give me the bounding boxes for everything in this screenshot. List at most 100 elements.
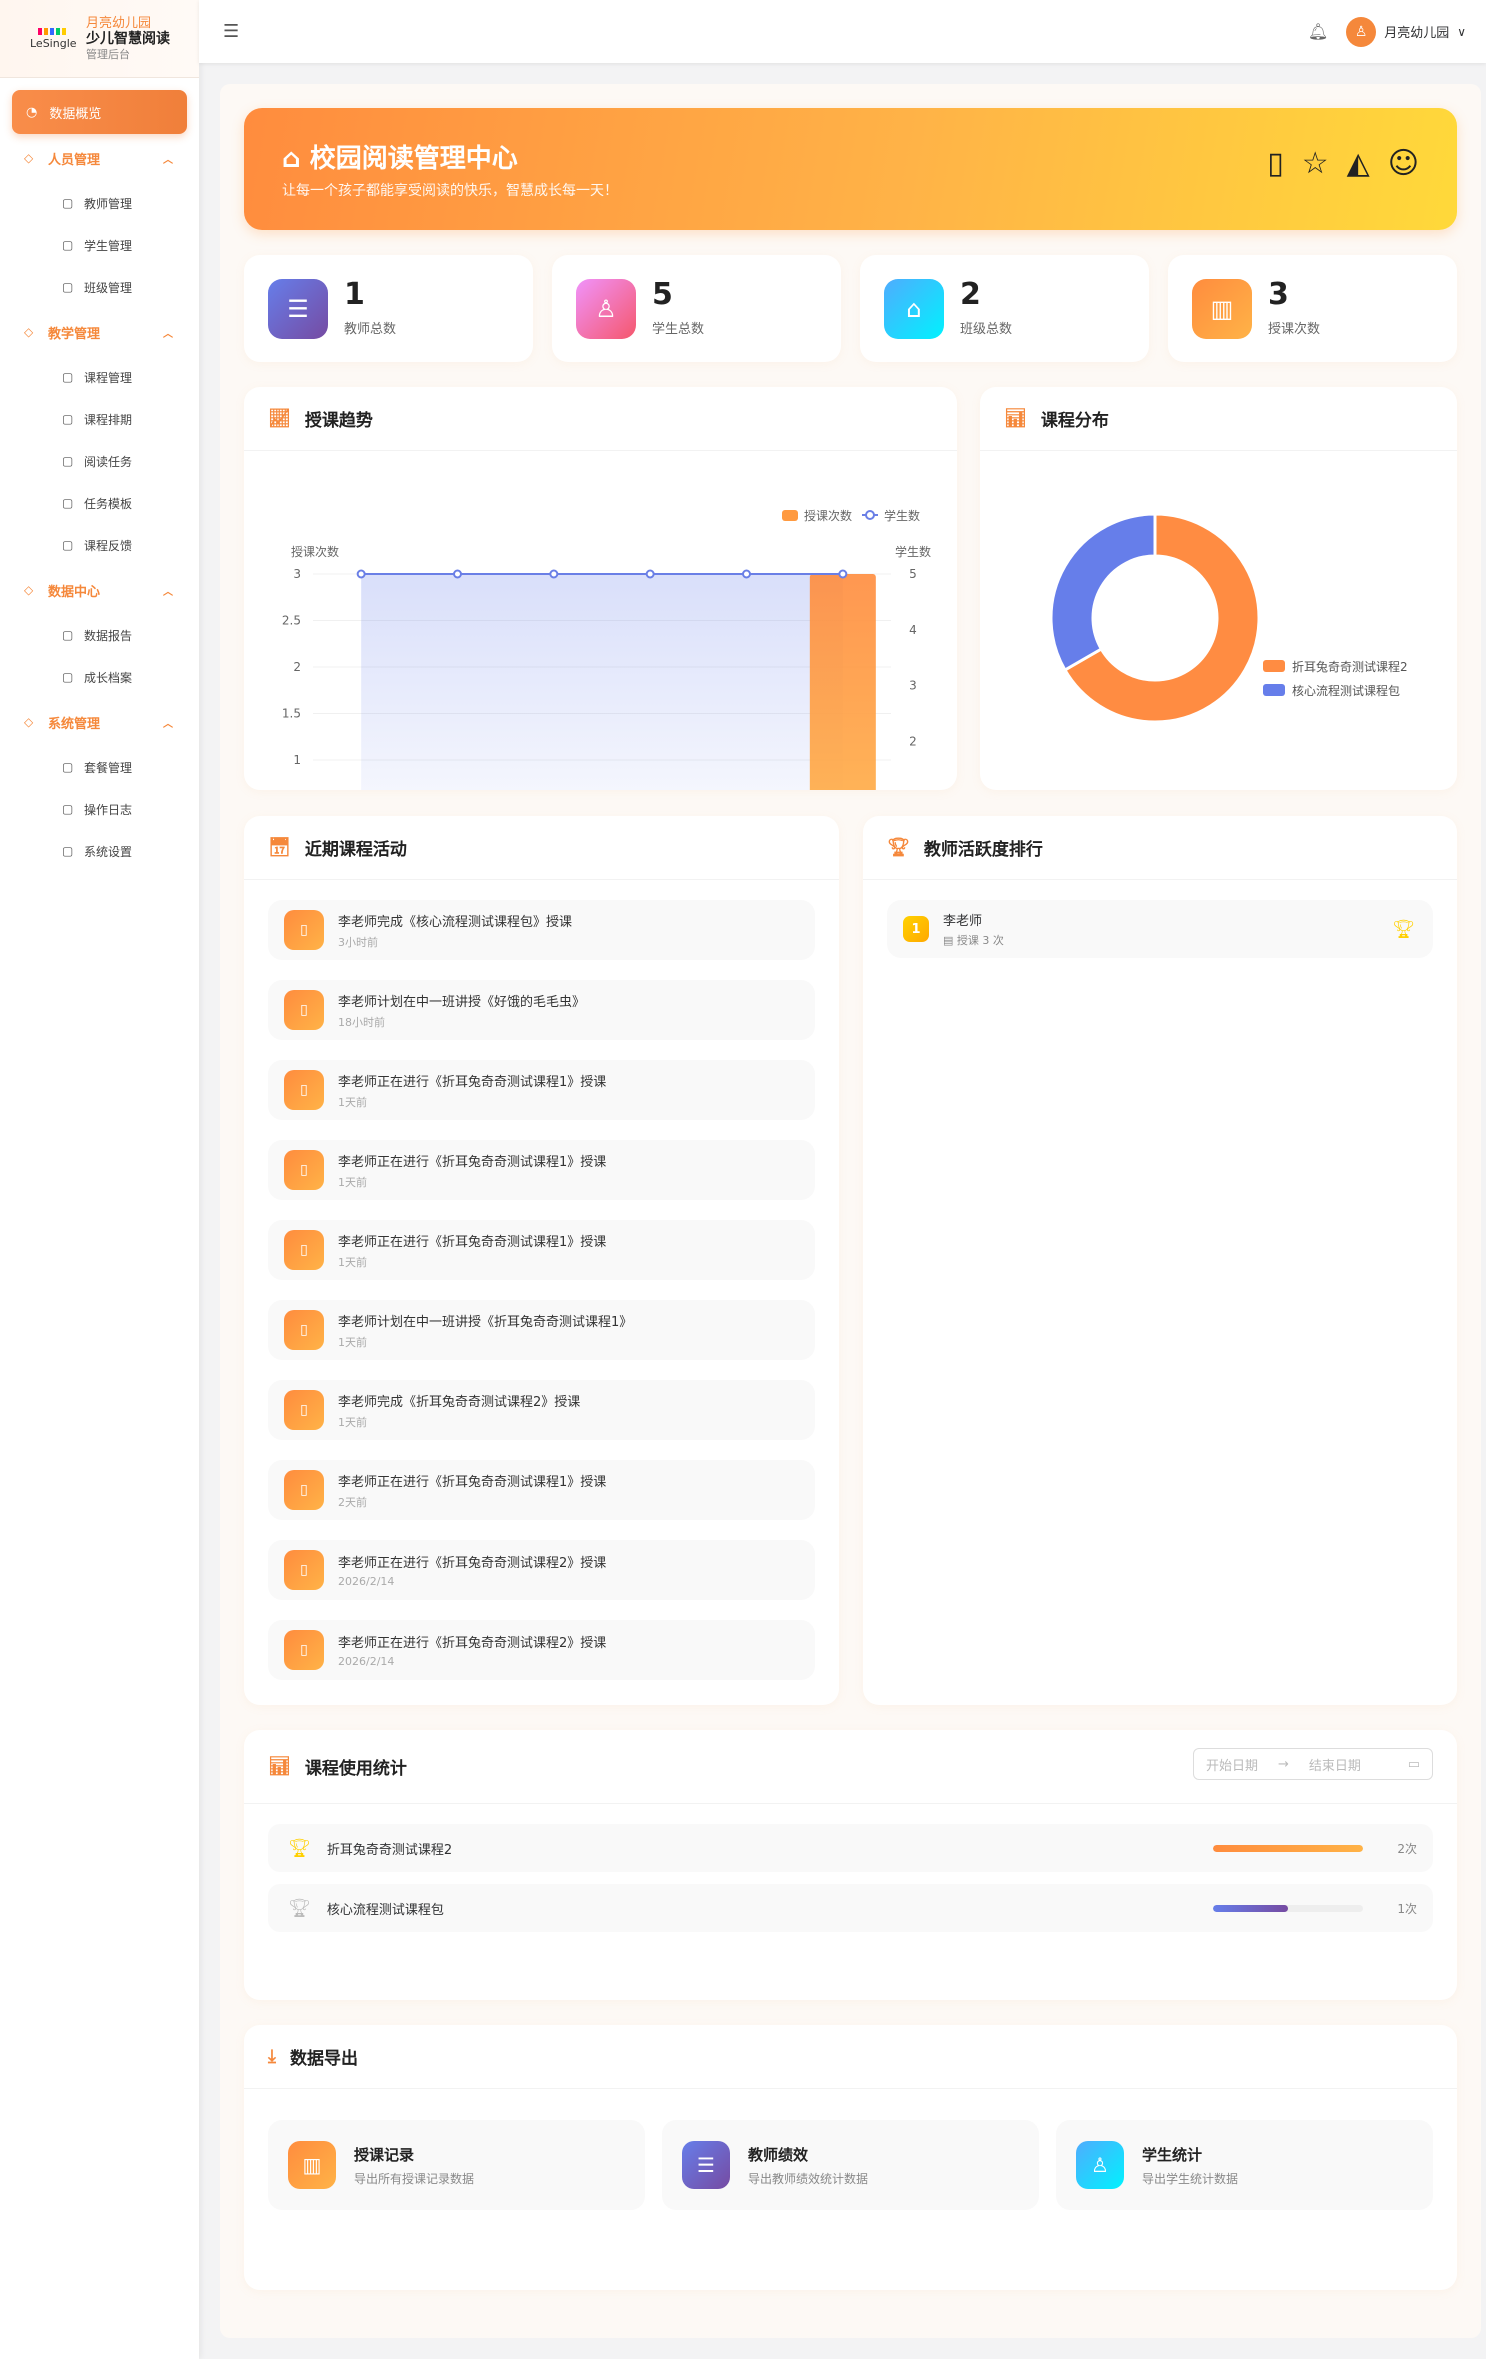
y-tick-label: 3 <box>293 567 301 581</box>
activity-item[interactable]: ▯ 李老师正在进行《折耳兔奇奇测试课程1》授课 1天前 <box>268 1140 815 1200</box>
welcome-banner: ⌂ 校园阅读管理中心 让每一个孩子都能享受阅读的快乐，智慧成长每一天！ ▯ ☆ ◭ ☺ <box>244 108 1457 230</box>
legend-swatch-point <box>865 510 875 520</box>
book-icon: ▯ <box>284 1550 324 1590</box>
sidebar-group-label: 数据中心 <box>48 584 101 600</box>
export-button[interactable]: ☰ 教师绩效 导出教师绩效统计数据 <box>662 2120 1039 2210</box>
legend-label: 授课次数 <box>804 508 852 523</box>
activity-time: 1天前 <box>338 1255 367 1269</box>
trophy-icon: 🏆︎ <box>288 1897 311 1919</box>
sidebar-item[interactable]: ▢ 课程排期 <box>12 398 187 440</box>
banner-subtitle: 让每一个孩子都能享受阅读的快乐，智慧成长每一天！ <box>282 183 618 199</box>
activity-item[interactable]: ▯ 李老师计划在中一班讲授《好饿的毛毛虫》 18小时前 <box>268 980 815 1040</box>
usage-count: 1次 <box>1397 1901 1417 1916</box>
sidebar-item-label: 系统设置 <box>84 844 133 859</box>
home-icon: ▢ <box>62 280 74 294</box>
activity-item[interactable]: ▯ 李老师正在进行《折耳兔奇奇测试课程1》授课 2天前 <box>268 1460 815 1520</box>
trophy-icon: 🏆︎ <box>1392 918 1415 940</box>
stat-icon: ▥ <box>1192 278 1252 339</box>
export-button[interactable]: ♙ 学生统计 导出学生统计数据 <box>1056 2120 1433 2210</box>
stat-card: ⌂ 2 班级总数 <box>860 255 1149 362</box>
sidebar-item[interactable]: ▢ 阅读任务 <box>12 440 187 482</box>
collapse-menu-icon[interactable]: ☰ <box>223 21 240 42</box>
book-icon: ▯ <box>284 990 324 1030</box>
sidebar-item[interactable]: ▢ 课程反馈 <box>12 524 187 566</box>
sidebar-group-3[interactable]: ◇ 系统管理 ︿ <box>12 698 187 746</box>
user-name[interactable]: 月亮幼儿园 <box>1384 26 1450 41</box>
sidebar-item[interactable]: ▢ 成长档案 <box>12 656 187 698</box>
sidebar-item-label: 成长档案 <box>84 670 133 685</box>
report-icon: ▢ <box>62 628 74 642</box>
line-chart-icon: 📈︎ <box>268 408 291 429</box>
sidebar-item[interactable]: ▢ 课程管理 <box>12 356 187 398</box>
activity-text: 李老师正在进行《折耳兔奇奇测试课程1》授课 <box>338 1234 607 1250</box>
activity-item[interactable]: ▯ 李老师完成《核心流程测试课程包》授课 3小时前 <box>268 900 815 960</box>
card-title: 近期课程活动 <box>304 840 407 860</box>
activity-text: 李老师完成《核心流程测试课程包》授课 <box>338 914 573 930</box>
book-icon: ▯ <box>284 1150 324 1190</box>
pie-slice <box>1063 512 1261 724</box>
pie-slice <box>1049 512 1157 672</box>
activity-item[interactable]: ▯ 李老师正在进行《折耳兔奇奇测试课程1》授课 1天前 <box>268 1060 815 1120</box>
distribution-chart: 折耳兔奇奇测试课程2 核心流程测试课程包 <box>1049 512 1408 724</box>
stat-icon: ♙ <box>576 278 636 339</box>
chevron-up-icon: ︿ <box>163 328 173 340</box>
sidebar-item[interactable]: ▢ 教师管理 <box>12 182 187 224</box>
sidebar-item[interactable]: ▢ 系统设置 <box>12 830 187 872</box>
stat-label: 教师总数 <box>344 322 397 337</box>
sidebar-group-1[interactable]: ◇ 教学管理 ︿ <box>12 308 187 356</box>
bar-mark <box>809 574 876 853</box>
y-axis-label: 授课次数 <box>291 544 339 559</box>
book-icon: ▯ <box>284 1070 324 1110</box>
sidebar-group-0[interactable]: ◇ 人员管理 ︿ <box>12 134 187 182</box>
sidebar-item[interactable]: ▢ 学生管理 <box>12 224 187 266</box>
activity-time: 1天前 <box>338 1175 367 1189</box>
export-desc: 导出所有授课记录数据 <box>354 2171 475 2186</box>
activity-item[interactable]: ▯ 李老师计划在中一班讲授《折耳兔奇奇测试课程1》 1天前 <box>268 1300 815 1360</box>
book-icon: ▯ <box>284 1230 324 1270</box>
book-icon: ▯ <box>284 1470 324 1510</box>
legend-swatch <box>1263 660 1285 672</box>
legend-label: 学生数 <box>884 508 920 523</box>
sidebar-item-label: 数据报告 <box>84 628 133 643</box>
avatar[interactable]: ♙ <box>1346 16 1377 47</box>
sidebar-item[interactable]: ▢ 班级管理 <box>12 266 187 308</box>
teacher-icon: ▢ <box>62 196 74 210</box>
bell-icon[interactable]: 🔔︎ <box>1307 22 1329 41</box>
sidebar-item[interactable]: ▢ 套餐管理 <box>12 746 187 788</box>
stat-value: 1 <box>344 277 365 312</box>
y2-tick-label: 2 <box>909 734 917 748</box>
export-title: 教师绩效 <box>748 2145 809 2164</box>
course-name: 折耳兔奇奇测试课程2 <box>326 1842 453 1858</box>
stat-value: 2 <box>960 277 981 312</box>
activity-item[interactable]: ▯ 李老师正在进行《折耳兔奇奇测试课程2》授课 2026/2/14 <box>268 1540 815 1600</box>
main-content: ⌂ 校园阅读管理中心 让每一个孩子都能享受阅读的快乐，智慧成长每一天！ ▯ ☆ ◭ ☺… <box>220 84 1481 2338</box>
end-date-input[interactable]: 结束日期 <box>1308 1758 1361 1774</box>
sidebar-item-label: 数据概览 <box>49 106 102 122</box>
trophy-icon: 🏆︎ <box>288 1837 311 1859</box>
export-title: 授课记录 <box>354 2145 415 2164</box>
sidebar-group-2[interactable]: ◇ 数据中心 ︿ <box>12 566 187 614</box>
line-point <box>549 569 559 579</box>
sidebar-item[interactable]: ▢ 操作日志 <box>12 788 187 830</box>
sidebar-item[interactable]: ▢ 任务模板 <box>12 482 187 524</box>
export-button[interactable]: ▥ 授课记录 导出所有授课记录数据 <box>268 2120 645 2210</box>
activity-item[interactable]: ▯ 李老师完成《折耳兔奇奇测试课程2》授课 1天前 <box>268 1380 815 1440</box>
usage-card: 📊︎ 课程使用统计 开始日期 → 结束日期 ▭ 🏆︎ 折耳兔奇奇测试课程2 2次 🏆︎ 核… <box>244 1730 1457 2000</box>
card-title: 授课趋势 <box>304 411 373 431</box>
activity-item[interactable]: ▯ 李老师正在进行《折耳兔奇奇测试课程1》授课 1天前 <box>268 1220 815 1280</box>
wrench-icon: ▢ <box>62 844 74 858</box>
y-tick-label: 2.5 <box>282 614 301 628</box>
sidebar-item-label: 套餐管理 <box>84 760 133 775</box>
sidebar-group-label: 人员管理 <box>48 152 101 168</box>
date-range-picker[interactable]: 开始日期 → 结束日期 ▭ <box>1193 1748 1433 1780</box>
sidebar-item[interactable]: ▢ 数据报告 <box>12 614 187 656</box>
sidebar-item-dashboard[interactable]: ◔ 数据概览 <box>12 90 187 134</box>
activity-item[interactable]: ▯ 李老师正在进行《折耳兔奇奇测试课程2》授课 2026/2/14 <box>268 1620 815 1680</box>
sidebar-item-label: 课程排期 <box>84 412 133 427</box>
open-book-icon: ▢ <box>62 370 74 384</box>
chevron-down-icon[interactable]: ∨ <box>1457 24 1466 39</box>
book-icon: ▯ <box>284 1310 324 1350</box>
book-icon: ▯ <box>284 910 324 950</box>
activity-text: 李老师完成《折耳兔奇奇测试课程2》授课 <box>338 1394 581 1410</box>
start-date-input[interactable]: 开始日期 <box>1206 1758 1259 1774</box>
